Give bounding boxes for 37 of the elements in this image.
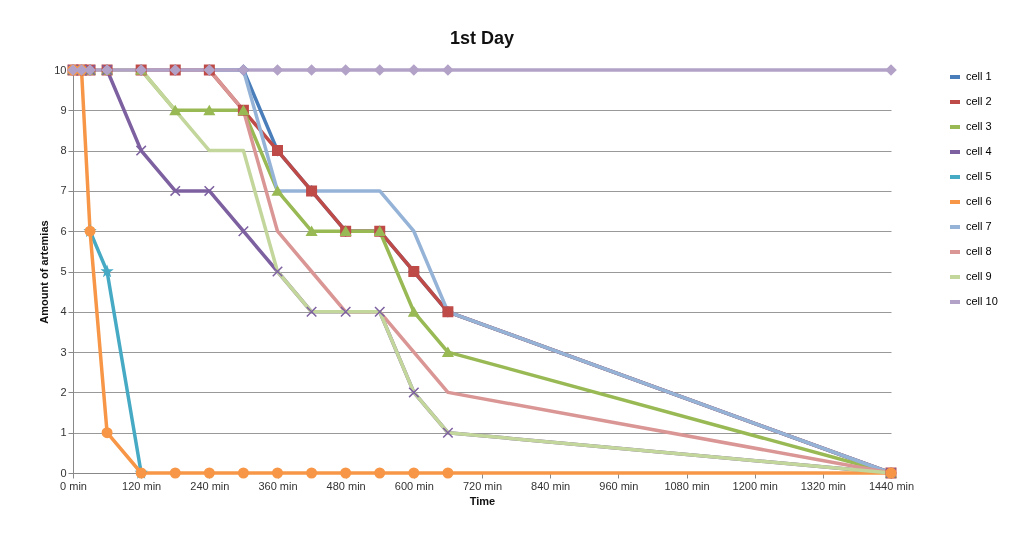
y-tick-label: 0 [60, 466, 67, 479]
y-tick-label: 5 [60, 265, 67, 277]
legend-label: cell 9 [966, 270, 992, 282]
legend-label: cell 10 [966, 295, 998, 307]
y-tick-label: 9 [60, 103, 67, 116]
legend-label: cell 7 [966, 220, 992, 232]
x-tick-label: 120 min [122, 479, 162, 492]
y-axis-title: Amount of artemias [38, 220, 51, 324]
legend-label: cell 1 [966, 70, 992, 82]
y-tick-label: 3 [60, 345, 67, 358]
y-tick-label: 1 [60, 426, 67, 439]
x-tick-label: 600 min [394, 479, 434, 492]
x-tick-label: 960 min [599, 479, 639, 492]
y-tick-label: 4 [60, 305, 67, 318]
x-tick-label: 720 min [462, 479, 503, 492]
y-tick-label: 2 [60, 385, 67, 398]
x-tick-label: 240 min [190, 479, 230, 492]
x-axis-title: Time [469, 494, 496, 507]
x-tick-label: 480 min [326, 479, 366, 492]
y-tick-label: 10 [54, 63, 67, 76]
x-tick-label: 1080 min [664, 479, 710, 492]
chart-title: 1st Day [449, 28, 515, 49]
x-tick-label: 1440 min [868, 479, 915, 492]
legend-label: cell 4 [966, 145, 992, 157]
legend-label: cell 5 [966, 170, 992, 182]
legend-label: cell 6 [966, 195, 992, 207]
y-tick-label: 7 [60, 184, 67, 197]
x-tick-label: 1200 min [732, 479, 778, 492]
x-tick-label: 1320 min [800, 479, 846, 492]
x-tick-label: 360 min [258, 479, 298, 492]
x-tick-label: 840 min [531, 479, 571, 492]
legend-label: cell 8 [966, 245, 992, 257]
legend-label: cell 2 [966, 95, 992, 107]
x-tick-label: 0 min [60, 479, 87, 492]
legend-label: cell 3 [966, 120, 992, 132]
y-tick-label: 8 [60, 144, 67, 157]
y-tick-label: 6 [60, 224, 67, 237]
